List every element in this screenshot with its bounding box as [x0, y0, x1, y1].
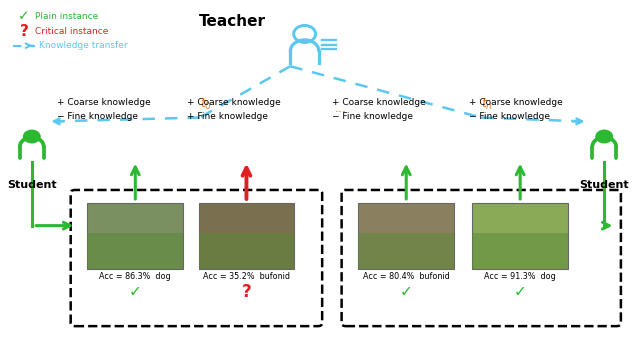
Text: Plain instance: Plain instance	[35, 12, 99, 21]
Text: ...: ...	[335, 102, 347, 115]
FancyBboxPatch shape	[87, 203, 183, 269]
Text: Knowledge transfer: Knowledge transfer	[39, 41, 128, 50]
Text: Acc = 86.3%  dog: Acc = 86.3% dog	[99, 272, 171, 281]
FancyBboxPatch shape	[71, 190, 322, 326]
Text: − Fine knowledge: − Fine knowledge	[332, 112, 413, 121]
Text: ?: ?	[20, 24, 29, 39]
Text: − Fine knowledge: − Fine knowledge	[57, 112, 139, 121]
Text: Student: Student	[7, 180, 57, 190]
FancyBboxPatch shape	[472, 233, 568, 269]
FancyBboxPatch shape	[198, 233, 294, 269]
Text: − Fine knowledge: − Fine knowledge	[469, 112, 550, 121]
Text: ✓: ✓	[129, 284, 142, 299]
Text: Critical instance: Critical instance	[35, 27, 109, 36]
Text: + Coarse knowledge: + Coarse knowledge	[469, 98, 563, 107]
FancyBboxPatch shape	[198, 203, 294, 269]
Text: + Coarse knowledge: + Coarse knowledge	[188, 98, 281, 107]
Text: + Fine knowledge: + Fine knowledge	[188, 112, 268, 121]
Text: ✓: ✓	[514, 284, 527, 299]
Text: ✓: ✓	[18, 10, 30, 23]
Text: $t_n$: $t_n$	[481, 97, 493, 112]
Text: Student: Student	[579, 180, 629, 190]
Circle shape	[23, 130, 41, 143]
Text: Acc = 80.4%  bufonid: Acc = 80.4% bufonid	[363, 272, 450, 281]
Text: Teacher: Teacher	[199, 15, 266, 29]
Text: $t_0$: $t_0$	[200, 97, 211, 112]
Text: Acc = 35.2%  bufonid: Acc = 35.2% bufonid	[203, 272, 290, 281]
FancyBboxPatch shape	[342, 190, 621, 326]
Circle shape	[595, 130, 613, 143]
Text: ✓: ✓	[400, 284, 413, 299]
FancyBboxPatch shape	[358, 203, 454, 269]
Text: Acc = 91.3%  dog: Acc = 91.3% dog	[484, 272, 556, 281]
Text: + Coarse knowledge: + Coarse knowledge	[332, 98, 425, 107]
FancyBboxPatch shape	[358, 233, 454, 269]
Text: + Coarse knowledge: + Coarse knowledge	[57, 98, 151, 107]
Text: ?: ?	[242, 282, 251, 301]
FancyBboxPatch shape	[87, 233, 183, 269]
FancyBboxPatch shape	[472, 203, 568, 269]
